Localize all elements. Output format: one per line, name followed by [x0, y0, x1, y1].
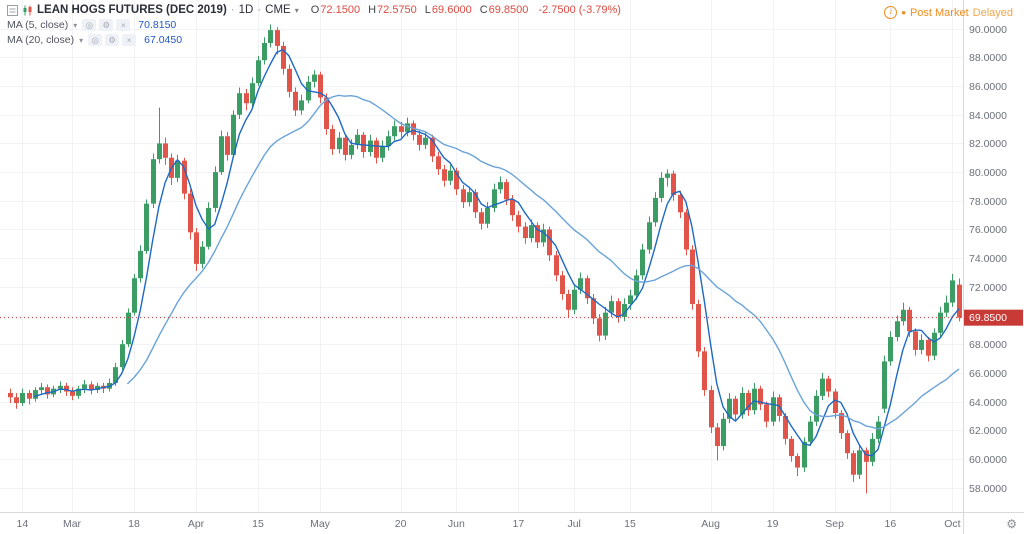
settings-gear-icon[interactable]: ⚙ [1006, 517, 1017, 531]
separator-dot: · [257, 4, 262, 16]
svg-text:15: 15 [624, 518, 636, 530]
exchange-label[interactable]: CME [265, 4, 291, 16]
close-value: C69.8500 [479, 4, 529, 16]
svg-text:14: 14 [17, 518, 29, 530]
interval-label[interactable]: 1D [238, 4, 254, 16]
svg-text:Sep: Sep [825, 518, 844, 530]
symbol-title[interactable]: LEAN HOGS FUTURES (DEC 2019) [37, 4, 227, 16]
svg-text:60.0000: 60.0000 [969, 454, 1007, 466]
svg-text:82.0000: 82.0000 [969, 138, 1007, 150]
eye-icon[interactable]: ◎ [88, 34, 103, 46]
close-icon[interactable]: × [122, 34, 137, 46]
delayed-label: Delayed [972, 6, 1013, 19]
candlestick-icon[interactable] [22, 5, 33, 16]
indicator-label[interactable]: MA (5, close) [7, 19, 69, 31]
status-dot-icon: • [901, 5, 906, 20]
svg-text:88.0000: 88.0000 [969, 52, 1007, 64]
svg-text:58.0000: 58.0000 [969, 483, 1007, 495]
chart-legend: LEAN HOGS FUTURES (DEC 2019) · 1D · CME … [7, 4, 621, 46]
indicator-value: 67.0450 [144, 34, 183, 46]
svg-text:76.0000: 76.0000 [969, 224, 1007, 236]
svg-text:20: 20 [395, 518, 407, 530]
eye-icon[interactable]: ◎ [82, 19, 97, 31]
svg-text:Oct: Oct [944, 518, 960, 530]
indicator-row-ma5: MA (5, close) ▾ ◎ ⚙ × 70.8150 [7, 19, 621, 31]
price-change: -2.7500 (-3.79%) [538, 4, 621, 16]
high-value: H72.5750 [368, 4, 417, 16]
svg-text:62.0000: 62.0000 [969, 425, 1007, 437]
svg-text:86.0000: 86.0000 [969, 81, 1007, 93]
svg-text:68.0000: 68.0000 [969, 339, 1007, 351]
svg-text:May: May [310, 518, 331, 530]
open-value: O72.1500 [310, 4, 361, 16]
chevron-down-icon[interactable]: ▾ [294, 5, 299, 15]
chevron-down-icon[interactable]: ▾ [73, 20, 78, 30]
svg-text:66.0000: 66.0000 [969, 368, 1007, 380]
menu-icon[interactable] [7, 4, 18, 16]
svg-text:69.8500: 69.8500 [969, 312, 1007, 324]
svg-text:Jul: Jul [567, 518, 580, 530]
svg-text:Aug: Aug [701, 518, 720, 530]
svg-text:Jun: Jun [448, 518, 465, 530]
indicator-value: 70.8150 [138, 19, 177, 31]
svg-text:Mar: Mar [63, 518, 82, 530]
info-icon[interactable]: i [884, 6, 898, 19]
indicator-label[interactable]: MA (20, close) [7, 34, 75, 46]
svg-text:72.0000: 72.0000 [969, 282, 1007, 294]
time-axis[interactable] [0, 512, 963, 534]
symbol-row: LEAN HOGS FUTURES (DEC 2019) · 1D · CME … [7, 4, 621, 16]
svg-text:84.0000: 84.0000 [969, 110, 1007, 122]
svg-text:78.0000: 78.0000 [969, 196, 1007, 208]
svg-text:19: 19 [767, 518, 779, 530]
svg-text:74.0000: 74.0000 [969, 253, 1007, 265]
svg-text:16: 16 [885, 518, 897, 530]
separator-dot: · [230, 4, 235, 16]
svg-text:15: 15 [252, 518, 264, 530]
market-status: i • Post Market Delayed [884, 6, 1013, 19]
svg-text:17: 17 [513, 518, 525, 530]
svg-text:64.0000: 64.0000 [969, 397, 1007, 409]
svg-text:80.0000: 80.0000 [969, 167, 1007, 179]
gear-icon[interactable]: ⚙ [105, 34, 120, 46]
price-axis[interactable] [963, 0, 1024, 512]
indicator-row-ma20: MA (20, close) ▾ ◎ ⚙ × 67.0450 [7, 34, 621, 46]
svg-text:90.0000: 90.0000 [969, 24, 1007, 36]
ohlc-readout: O72.1500 H72.5750 L69.6000 C69.8500 [311, 4, 529, 16]
gear-icon[interactable]: ⚙ [99, 19, 114, 31]
close-icon[interactable]: × [116, 19, 131, 31]
svg-text:18: 18 [128, 518, 140, 530]
post-market-label: Post Market [909, 6, 969, 19]
low-value: L69.6000 [424, 4, 472, 16]
svg-text:Apr: Apr [188, 518, 205, 530]
chevron-down-icon[interactable]: ▾ [79, 35, 84, 45]
